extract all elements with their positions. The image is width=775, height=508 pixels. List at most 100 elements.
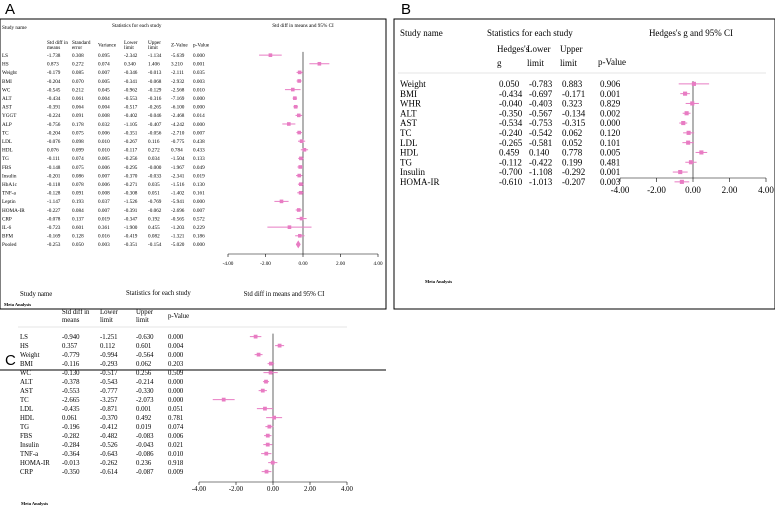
stat-cell: 0.098 (72, 139, 84, 145)
stat-cell: 0.438 (193, 139, 205, 145)
table-row: Weight -0.179 0.085 0.007 -0.346 -0.013 -2.111… (2, 70, 303, 76)
stat-cell: 0.006 (168, 433, 184, 440)
column-header: Lower (527, 44, 551, 54)
x-tick-label: -2.00 (260, 261, 271, 267)
stat-cell: 0.829 (600, 99, 621, 109)
stat-cell: -0.076 (47, 139, 61, 145)
stat-cell: -0.341 (124, 79, 138, 85)
stat-cell: 0.433 (193, 148, 205, 154)
effect-marker (264, 469, 269, 474)
stat-cell: 0.050 (72, 242, 84, 248)
stat-cell: -0.581 (529, 138, 552, 148)
stat-cell: 0.492 (136, 415, 152, 422)
effect-marker (268, 370, 273, 375)
stat-cell: -0.308 (124, 191, 138, 197)
stat-cell: 0.006 (98, 165, 110, 171)
study-name: TG (20, 424, 29, 431)
study-name: ALT (20, 379, 33, 386)
effect-marker (293, 96, 297, 100)
study-name: AST (20, 388, 34, 395)
study-name: LDL (400, 138, 418, 148)
study-name: HbA1c (2, 182, 18, 188)
stat-cell: 0.883 (562, 79, 583, 89)
x-tick-label: 2.00 (304, 486, 316, 493)
column-header: Variance (98, 43, 117, 49)
stat-cell: 0.001 (600, 167, 620, 177)
table-row: HDL 0.459 0.140 0.778 0.005 (400, 148, 708, 158)
table-row: WC -0.130 -0.517 0.256 0.509 (20, 370, 278, 377)
stat-cell: -2.111 (171, 70, 184, 76)
stat-cell: -0.295 (124, 165, 138, 171)
panel-label: C (5, 352, 16, 369)
stat-cell: -0.517 (100, 370, 118, 377)
stat-cell: 0.007 (98, 173, 110, 179)
effect-marker (297, 79, 301, 83)
effect-marker (296, 113, 301, 118)
stat-cell: 0.323 (562, 99, 583, 109)
stat-cell: 0.906 (600, 79, 621, 89)
stat-cell: -0.083 (136, 433, 154, 440)
effect-marker (686, 130, 691, 135)
stat-cell: -1.251 (100, 334, 118, 341)
study-name: HOMA-IR (20, 460, 50, 467)
table-row: HS 0.873 0.272 0.074 0.340 1.406 3.210 0.001 (2, 62, 330, 68)
stat-cell: -2.932 (171, 79, 185, 85)
stat-cell: -0.013 (62, 460, 80, 467)
column-header: Std diff in (62, 309, 90, 316)
stat-cell: 0.784 (171, 148, 183, 154)
column-header: Lower (100, 309, 118, 316)
study-name: BMI (2, 79, 12, 85)
study-name: Pooled (2, 242, 17, 248)
table-row: CRP -0.078 0.137 0.019 -0.347 0.192 -0.565 0.57… (2, 216, 307, 222)
stat-cell: -1.134 (148, 53, 162, 59)
study-name: ALP (2, 122, 12, 128)
stat-cell: -0.370 (100, 415, 118, 422)
stat-cell: 0.212 (72, 87, 84, 93)
effect-marker (681, 120, 686, 126)
table-row: BFM -0.169 0.128 0.016 -0.419 0.082 -1.321 0.18… (2, 234, 305, 240)
stat-cell: -0.154 (148, 242, 162, 248)
effect-marker (277, 343, 282, 348)
study-name: WC (20, 370, 31, 377)
study-name: Weight (400, 79, 426, 89)
stat-cell: -0.378 (62, 379, 80, 386)
effect-marker (683, 91, 688, 96)
stat-cell: -0.118 (47, 182, 61, 188)
stat-cell: -0.350 (62, 469, 80, 476)
stat-cell: -0.610 (499, 177, 523, 187)
stat-cell: -0.723 (47, 225, 61, 231)
study-name: HDL (400, 148, 419, 158)
stat-cell: 0.006 (98, 182, 110, 188)
footer-label: Meta Analysis (21, 501, 48, 506)
stat-cell: 0.007 (193, 130, 205, 136)
stat-cell: -2.342 (124, 53, 138, 59)
table-row: Insulin -0.201 0.086 0.007 -0.370 -0.033 -2.34… (2, 173, 303, 179)
stat-cell: 0.005 (600, 148, 621, 158)
effect-marker (287, 122, 291, 126)
stat-cell: 0.137 (72, 216, 84, 222)
stat-cell: 0.091 (72, 113, 84, 119)
stat-cell: 0.000 (193, 96, 205, 102)
study-name: LDL (20, 406, 33, 413)
stat-cell: 0.112 (100, 343, 116, 350)
stat-cell: 0.007 (98, 208, 110, 214)
stat-cell: 0.005 (98, 156, 110, 162)
stat-cell: -0.534 (499, 118, 523, 128)
column-header: means (47, 45, 60, 51)
study-name: HOMA-IR (2, 208, 25, 214)
study-name: HOMA-IR (400, 177, 440, 187)
column-header: p-Value (598, 57, 626, 67)
stat-cell: -0.265 (499, 138, 523, 148)
pooled-diamond (295, 240, 301, 249)
table-row: AST -0.553 -0.777 -0.330 0.000 (20, 388, 267, 395)
column-header: p-Value (193, 43, 210, 49)
stat-cell: -0.227 (47, 208, 61, 214)
stat-cell: 0.101 (600, 138, 620, 148)
stat-cell: -0.542 (529, 128, 552, 138)
study-name: YGGT (2, 113, 17, 119)
study-name: TNF-a (2, 191, 17, 197)
table-row: Insulin -0.284 -0.526 -0.043 0.021 (20, 442, 273, 449)
study-name: Weight (2, 70, 17, 76)
column-header: limit (148, 45, 158, 51)
